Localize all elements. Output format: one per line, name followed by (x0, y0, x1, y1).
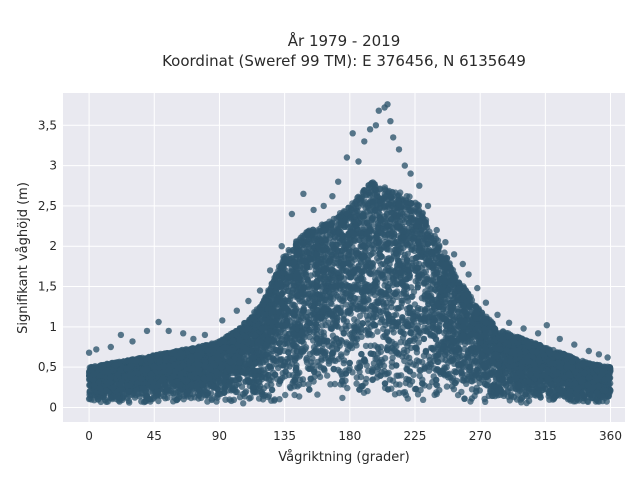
data-point (401, 357, 408, 365)
chart-title-line1: År 1979 - 2019 (288, 31, 401, 50)
data-point (396, 381, 403, 388)
data-point (247, 394, 254, 401)
data-point (356, 312, 364, 320)
data-point (436, 350, 443, 358)
data-point (362, 342, 370, 350)
data-point (339, 394, 346, 402)
data-point (380, 302, 388, 309)
data-point (353, 380, 360, 387)
data-point (431, 391, 438, 399)
data-point (471, 392, 478, 400)
data-point (222, 396, 229, 403)
data-point (399, 334, 407, 341)
data-point (381, 184, 389, 191)
data-point (431, 352, 438, 360)
data-points (85, 101, 614, 407)
chart-title-line2: Koordinat (Sweref 99 TM): E 376456, N 61… (162, 52, 526, 70)
data-point (404, 395, 411, 402)
data-point (397, 189, 404, 196)
data-point (360, 389, 368, 396)
data-point (443, 383, 451, 390)
data-point (287, 292, 294, 300)
data-point (291, 391, 298, 399)
data-point (454, 308, 462, 315)
data-point (305, 381, 312, 388)
data-point (324, 372, 331, 379)
data-point (425, 353, 433, 360)
